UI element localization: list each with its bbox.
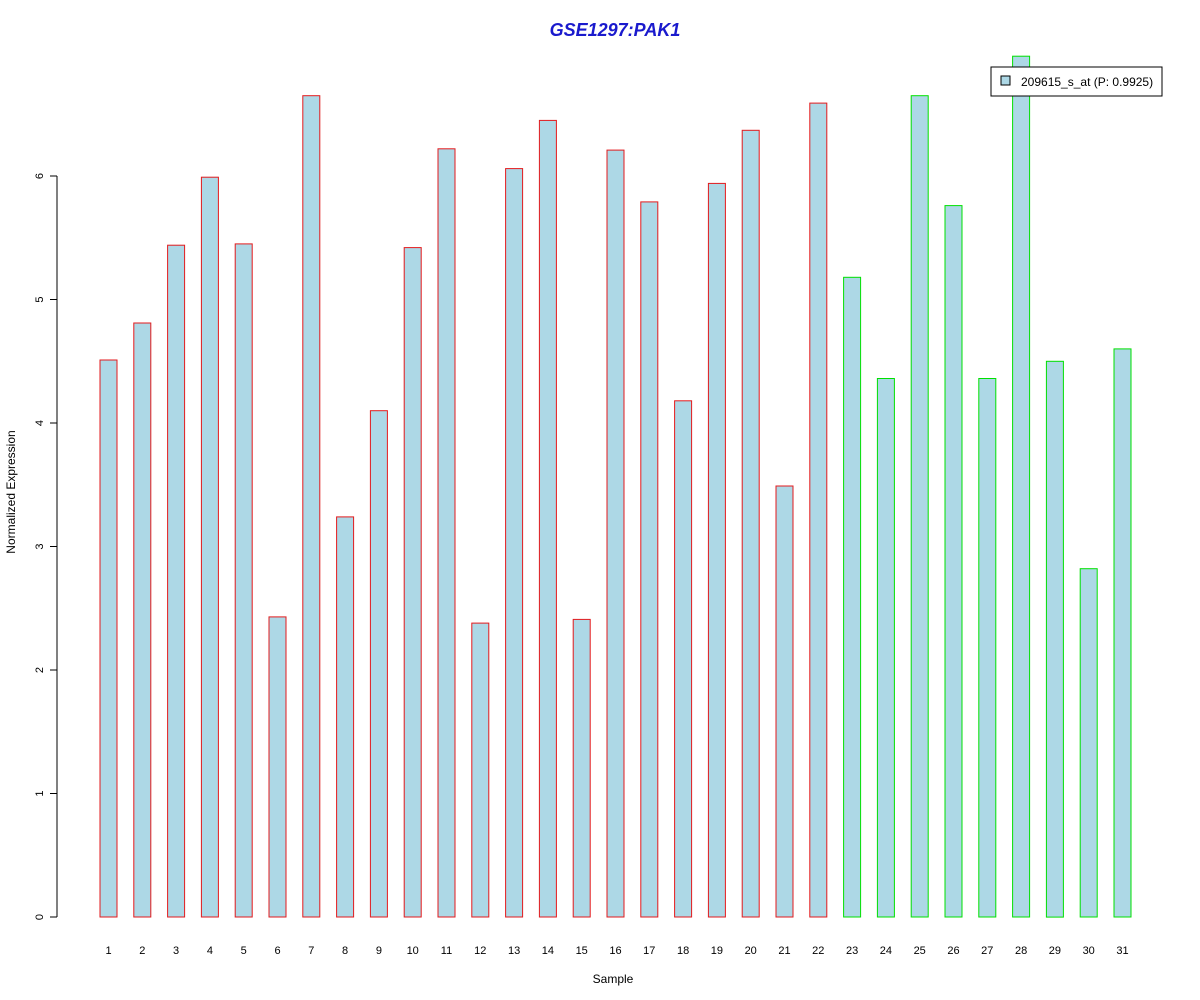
y-tick-label: 4	[34, 420, 46, 426]
bar-sample-4	[200, 176, 219, 918]
x-axis-label: Sample	[593, 972, 634, 986]
x-tick-label: 27	[981, 945, 993, 957]
bar-sample-3	[167, 244, 186, 918]
x-tick-label: 29	[1049, 945, 1061, 957]
bar-sample-22	[809, 102, 828, 918]
x-tick-label: 20	[745, 945, 757, 957]
x-tick-label: 31	[1116, 945, 1128, 957]
x-tick-label: 4	[207, 945, 213, 957]
bar-sample-13	[505, 168, 524, 918]
bar-sample-8	[336, 516, 355, 918]
bar-sample-10	[403, 247, 422, 918]
y-axis: 0 1 2 3 4 5 6	[34, 173, 58, 920]
bar-sample-1	[99, 359, 118, 918]
x-tick-label: 10	[407, 945, 419, 957]
x-tick-label: 23	[846, 945, 858, 957]
x-tick-label: 30	[1083, 945, 1095, 957]
bar-sample-6	[268, 616, 287, 918]
x-tick-label: 17	[643, 945, 655, 957]
legend: 209615_s_at (P: 0.9925)	[990, 66, 1163, 97]
bar-sample-16	[606, 149, 625, 918]
bar-sample-15	[572, 618, 591, 918]
bar-sample-18	[674, 400, 693, 918]
bar-sample-28	[1012, 55, 1031, 918]
y-tick-label: 1	[34, 790, 46, 796]
bars-group	[99, 55, 1132, 918]
bar-sample-19	[707, 182, 726, 918]
bar-sample-25	[910, 95, 929, 918]
x-tick-label: 8	[342, 945, 348, 957]
chart-title: GSE1297:PAK1	[550, 20, 681, 40]
x-tick-label: 6	[274, 945, 280, 957]
x-tick-label: 5	[241, 945, 247, 957]
x-tick-label: 22	[812, 945, 824, 957]
x-tick-label: 3	[173, 945, 179, 957]
x-tick-label: 12	[474, 945, 486, 957]
x-tick-label: 9	[376, 945, 382, 957]
bar-sample-9	[369, 410, 388, 918]
x-tick-labels: 1 2 3 4 5 6 7 8 9 10 11 12 13 14 15 16 17 18 19 20 21 22 23 24 2…	[105, 945, 1128, 957]
bar-sample-26	[944, 205, 963, 918]
y-tick-label: 0	[34, 914, 46, 920]
bar-sample-17	[640, 201, 659, 918]
y-tick-label: 2	[34, 667, 46, 673]
x-tick-label: 28	[1015, 945, 1027, 957]
bar-sample-29	[1045, 360, 1064, 918]
bar-sample-23	[843, 276, 862, 918]
y-axis-label: Normalized Expression	[4, 430, 18, 553]
bar-sample-11	[437, 148, 456, 918]
bar-sample-12	[471, 622, 490, 918]
bar-sample-5	[234, 243, 253, 918]
bar-sample-2	[133, 322, 152, 918]
bar-sample-30	[1079, 568, 1098, 918]
x-tick-label: 19	[711, 945, 723, 957]
x-tick-label: 13	[508, 945, 520, 957]
bar-sample-24	[876, 378, 895, 918]
y-tick-label: 6	[34, 173, 46, 179]
x-tick-label: 26	[947, 945, 959, 957]
bar-sample-31	[1113, 348, 1132, 918]
x-tick-label: 21	[778, 945, 790, 957]
x-tick-label: 1	[105, 945, 111, 957]
y-tick-label: 3	[34, 543, 46, 549]
bar-sample-7	[302, 95, 321, 918]
x-tick-label: 14	[542, 945, 554, 957]
x-tick-label: 24	[880, 945, 892, 957]
legend-box	[990, 66, 1163, 97]
bar-sample-21	[775, 485, 794, 918]
bar-sample-14	[538, 119, 557, 918]
y-tick-label: 5	[34, 296, 46, 302]
x-tick-label: 7	[308, 945, 314, 957]
legend-label: 209615_s_at (P: 0.9925)	[1021, 75, 1153, 89]
legend-swatch	[1000, 75, 1011, 86]
x-tick-label: 15	[576, 945, 588, 957]
x-tick-label: 11	[441, 945, 452, 957]
x-tick-label: 18	[677, 945, 689, 957]
x-tick-label: 25	[914, 945, 926, 957]
bar-sample-20	[741, 129, 760, 918]
x-tick-label: 16	[609, 945, 621, 957]
bar-sample-27	[978, 378, 997, 918]
x-tick-label: 2	[139, 945, 145, 957]
